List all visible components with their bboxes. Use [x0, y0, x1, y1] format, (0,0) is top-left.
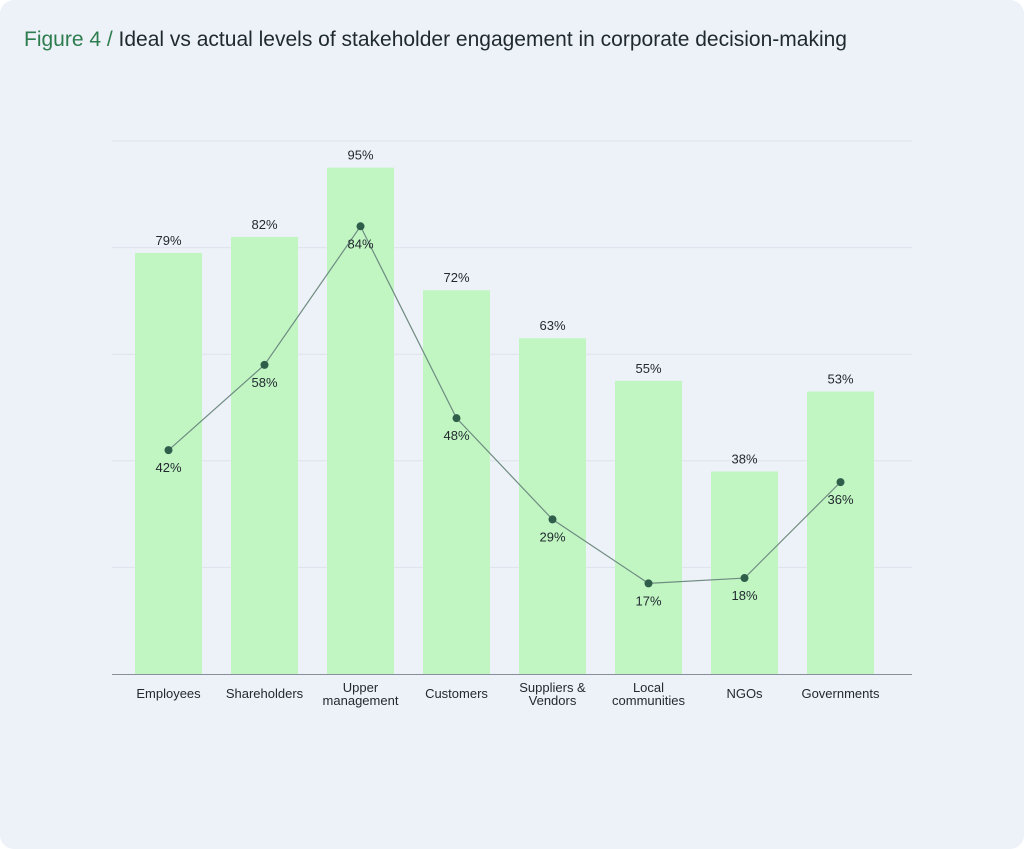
- line-value-label: 58%: [251, 375, 277, 390]
- line-value-label: 18%: [731, 588, 757, 603]
- line-value-label: 48%: [443, 428, 469, 443]
- bar-value-label: 82%: [251, 217, 277, 232]
- bar-value-label: 53%: [827, 372, 853, 387]
- x-tick-label: Employees: [136, 686, 201, 701]
- bar: [711, 471, 778, 674]
- bar-value-label: 72%: [443, 270, 469, 285]
- bar-value-label: 63%: [539, 318, 565, 333]
- x-tick-label: Shareholders: [226, 686, 304, 701]
- x-tick-label: Local communities: [612, 680, 685, 708]
- line-point: [356, 222, 365, 231]
- bar: [807, 391, 874, 674]
- line-value-label: 29%: [539, 529, 565, 544]
- bar-value-label: 55%: [635, 361, 661, 376]
- x-tick-label: Upper management: [323, 680, 399, 708]
- x-tick-label: Suppliers & Vendors: [519, 680, 586, 708]
- line-point: [260, 360, 269, 369]
- line-point: [644, 579, 653, 588]
- x-tick-label: Governments: [801, 686, 880, 701]
- line-value-label: 42%: [155, 460, 181, 475]
- line-point: [548, 515, 557, 524]
- bar: [519, 338, 586, 674]
- figure-title: Figure 4 / Ideal vs actual levels of sta…: [24, 27, 847, 53]
- line-point: [452, 414, 461, 423]
- line-value-label: 17%: [635, 593, 661, 608]
- line-value-label: 84%: [347, 236, 373, 251]
- figure-title-text: Ideal vs actual levels of stakeholder en…: [118, 28, 847, 51]
- x-tick-label: Customers: [425, 686, 488, 701]
- bar-value-label: 79%: [155, 233, 181, 248]
- line-value-label: 36%: [827, 492, 853, 507]
- x-tick-label: NGOs: [726, 686, 763, 701]
- figure-number: Figure 4 /: [24, 28, 119, 51]
- bar: [615, 380, 682, 674]
- line-point: [836, 478, 845, 487]
- bar-value-label: 95%: [347, 148, 373, 163]
- bar: [231, 236, 298, 674]
- bar-value-label: 38%: [731, 451, 757, 466]
- series-line: [168, 225, 841, 585]
- line-point: [740, 574, 749, 583]
- line-point: [164, 446, 173, 455]
- bar: [423, 290, 490, 674]
- bar: [327, 167, 394, 674]
- bar: [135, 252, 202, 674]
